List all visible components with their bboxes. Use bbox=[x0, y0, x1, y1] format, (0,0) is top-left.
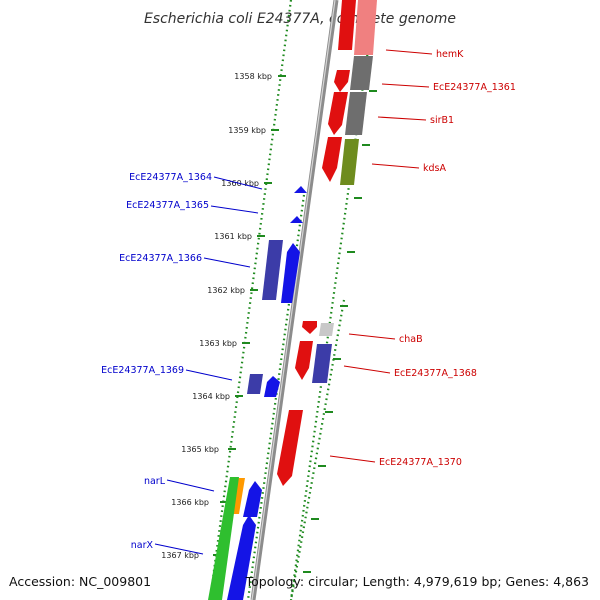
leader-EcE24377A_1369 bbox=[185, 369, 233, 381]
label-EcE24377A_1364[interactable]: EcE24377A_1364 bbox=[129, 172, 212, 183]
gene-EcE24377A_1364[interactable] bbox=[294, 186, 307, 193]
label-sirB1[interactable]: sirB1 bbox=[430, 115, 454, 126]
ruler-tick-label: 1358 kbp bbox=[234, 72, 272, 81]
accession-text: Accession: NC_009801 bbox=[9, 574, 151, 589]
leader-EcE24377A_1365 bbox=[210, 205, 259, 214]
leader-chaB bbox=[348, 333, 396, 340]
ruler-tick: 1363 kbp bbox=[199, 339, 341, 360]
gene-narX[interactable] bbox=[208, 477, 256, 600]
gene-narX-arrow[interactable] bbox=[227, 515, 256, 600]
ruler-tick-label: 1363 kbp bbox=[199, 339, 237, 348]
gene-narL[interactable] bbox=[232, 478, 262, 517]
gene-narX-arrow-green[interactable] bbox=[208, 477, 239, 600]
label-EcE24377A_1366[interactable]: EcE24377A_1366 bbox=[119, 253, 202, 264]
leader-hemK bbox=[385, 49, 433, 55]
gene-chaB[interactable] bbox=[302, 321, 334, 336]
forward-strand-genes bbox=[208, 186, 307, 600]
leader-EcE24377A_1364 bbox=[213, 176, 263, 190]
label-EcE24377A_1361[interactable]: EcE24377A_1361 bbox=[433, 82, 516, 93]
label-chaB[interactable]: chaB bbox=[399, 334, 423, 345]
gene-kdsA-arrow-olive[interactable] bbox=[340, 139, 359, 185]
gene-EcE24377A_1370-arrow[interactable] bbox=[277, 410, 303, 486]
gene-sirB1[interactable] bbox=[328, 92, 348, 135]
gene-EcE24377A_1370[interactable] bbox=[277, 410, 303, 486]
gene-EcE24377A_1368[interactable] bbox=[295, 341, 332, 383]
ruler-tick-label: 1366 kbp bbox=[171, 498, 209, 507]
gene-EcE24377A_1366-arrow[interactable] bbox=[281, 243, 300, 303]
gene-EcE24377A_1366-arrow-dark[interactable] bbox=[262, 240, 283, 300]
gene-chaB-arrow-gray[interactable] bbox=[319, 323, 334, 336]
gene-EcE24377A_1361-arrow-gray[interactable] bbox=[345, 92, 367, 135]
reverse-strand-genes bbox=[277, 0, 377, 486]
gene-narL-arrow-orange[interactable] bbox=[232, 478, 245, 514]
gene-EcE24377A_1369-arrow-dark[interactable] bbox=[247, 374, 263, 394]
inner-left-boundary bbox=[246, 194, 306, 600]
gene-EcE24377A_1366[interactable] bbox=[262, 240, 300, 303]
reverse-labels: hemK EcE24377A_1361 sirB1 kdsA chaB EcE2… bbox=[329, 49, 516, 468]
ruler-tick-label: 1361 kbp bbox=[214, 232, 252, 241]
gene-chaB-arrow[interactable] bbox=[302, 321, 317, 334]
label-narX[interactable]: narX bbox=[131, 540, 154, 551]
gene-hemK[interactable] bbox=[338, 0, 377, 90]
gene-EcE24377A_1369[interactable] bbox=[247, 374, 280, 397]
gene-hemK-arrow-pink[interactable] bbox=[354, 0, 377, 55]
label-EcE24377A_1365[interactable]: EcE24377A_1365 bbox=[126, 200, 209, 211]
topology-text: Topology: circular; Length: 4,979,619 bp… bbox=[245, 574, 589, 589]
gene-EcE24377A_1364-arrow[interactable] bbox=[294, 186, 307, 193]
ruler-tick-label: 1365 kbp bbox=[181, 445, 219, 454]
gene-kdsA[interactable] bbox=[322, 137, 359, 185]
gene-EcE24377A_1369-arrow[interactable] bbox=[264, 376, 280, 397]
label-narL[interactable]: narL bbox=[144, 476, 166, 487]
leader-EcE24377A_1368 bbox=[343, 365, 391, 374]
ruler-tick: 1365 kbp bbox=[181, 445, 326, 467]
ruler-tick-label: 1359 kbp bbox=[228, 126, 266, 135]
leader-EcE24377A_1366 bbox=[203, 257, 251, 268]
ruler-tick: 1361 kbp bbox=[214, 232, 355, 253]
gene-hemK-arrow[interactable] bbox=[338, 0, 356, 50]
leader-kdsA bbox=[371, 163, 420, 169]
gene-narL-arrow[interactable] bbox=[243, 481, 262, 517]
leader-EcE24377A_1370 bbox=[329, 455, 376, 463]
gene-EcE24377A_1368-arrow[interactable] bbox=[295, 341, 313, 380]
label-hemK[interactable]: hemK bbox=[436, 49, 464, 60]
gene-hemK-arrow-gray[interactable] bbox=[350, 56, 373, 90]
map-title: Escherichia coli E24377A, complete genom… bbox=[144, 11, 456, 27]
leader-narL bbox=[166, 479, 215, 492]
label-EcE24377A_1368[interactable]: EcE24377A_1368 bbox=[394, 368, 477, 379]
ruler-tick: 1358 kbp bbox=[234, 72, 377, 92]
ruler-tick-label: 1367 kbp bbox=[161, 551, 199, 560]
ruler-tick-label: 1362 kbp bbox=[207, 286, 245, 295]
ruler-tick-label: 1364 kbp bbox=[192, 392, 230, 401]
forward-labels: EcE24377A_1364 EcE24377A_1365 EcE24377A_… bbox=[101, 172, 263, 555]
outer-left-boundary bbox=[208, 0, 293, 600]
ruler-tick: 1362 kbp bbox=[207, 286, 348, 307]
gene-EcE24377A_1361[interactable] bbox=[334, 70, 367, 135]
leader-EcE24377A_1361 bbox=[381, 83, 430, 88]
gene-kdsA-arrow[interactable] bbox=[322, 137, 342, 182]
label-EcE24377A_1369[interactable]: EcE24377A_1369 bbox=[101, 365, 184, 376]
gene-EcE24377A_1365-arrow[interactable] bbox=[290, 216, 303, 223]
leader-narX bbox=[154, 543, 204, 555]
label-EcE24377A_1370[interactable]: EcE24377A_1370 bbox=[379, 457, 462, 468]
gene-sirB1-arrow[interactable] bbox=[328, 92, 348, 135]
genome-backbone bbox=[250, 0, 339, 600]
gene-EcE24377A_1361-arrow[interactable] bbox=[334, 70, 350, 92]
label-kdsA[interactable]: kdsA bbox=[423, 163, 446, 174]
ruler-tick: 1359 kbp bbox=[228, 126, 370, 146]
inner-right-boundary bbox=[289, 299, 346, 600]
ruler-tick: 1364 kbp bbox=[192, 392, 333, 413]
gene-EcE24377A_1365[interactable] bbox=[290, 216, 303, 223]
gene-EcE24377A_1368-arrow-dark[interactable] bbox=[312, 344, 332, 383]
leader-sirB1 bbox=[377, 116, 427, 121]
genome-backbone-highlight bbox=[251, 0, 336, 600]
